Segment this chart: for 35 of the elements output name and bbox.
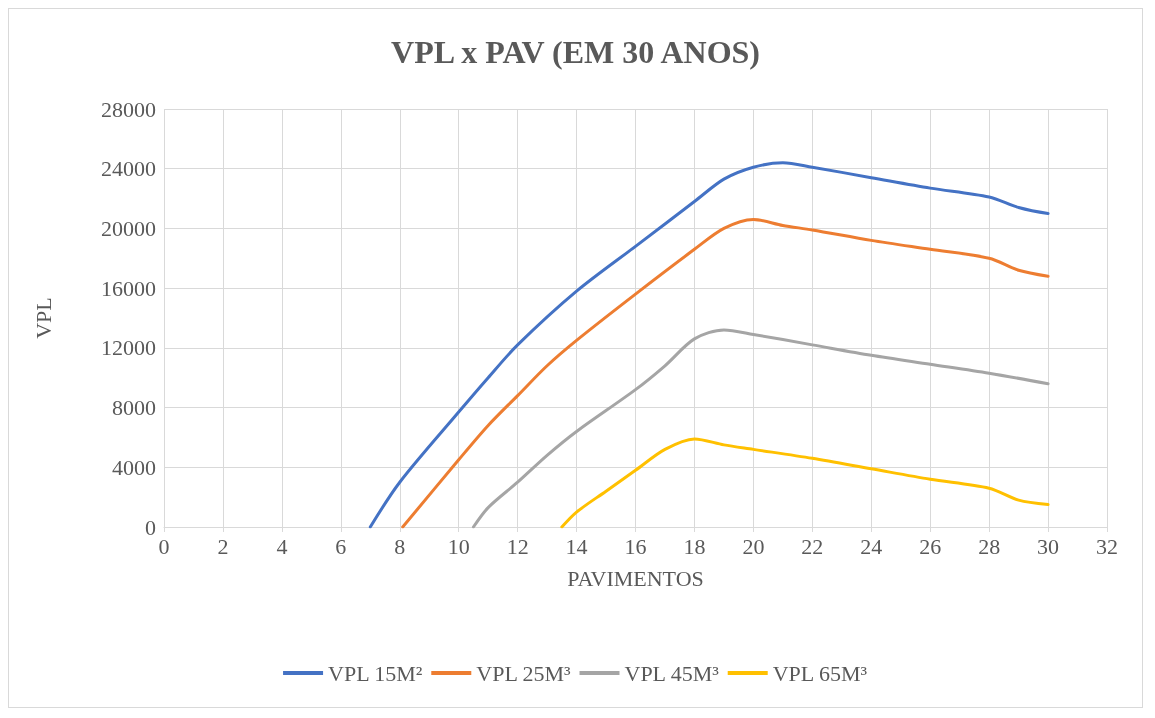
x-tick-label: 20 (742, 533, 765, 559)
chart-title: VPL x PAV (EM 30 ANOS) (391, 34, 760, 70)
legend-label: VPL 25M³ (476, 660, 572, 686)
x-tick-label: 14 (565, 533, 588, 559)
x-tick-label: 12 (506, 533, 529, 559)
line-series (368, 161, 1050, 529)
y-tick-label: 20000 (101, 215, 156, 241)
x-axis-title: PAVIMENTOS (567, 565, 704, 591)
x-tick-label: 24 (860, 533, 883, 559)
y-tick-label: 16000 (101, 275, 156, 301)
legend-label: VPL 15M² (328, 660, 423, 686)
y-axis-title: VPL (30, 297, 56, 339)
x-tick-label: 2 (217, 533, 229, 559)
y-tick-label: 12000 (101, 335, 156, 361)
x-tick-label: 22 (801, 533, 824, 559)
x-tick-label: 28 (978, 533, 1001, 559)
x-tick-label: 18 (683, 533, 706, 559)
x-tick-label: 16 (624, 533, 647, 559)
y-tick-label: 4000 (112, 454, 156, 480)
x-tick-label: 32 (1096, 533, 1118, 559)
x-tick-label: 8 (394, 533, 406, 559)
legend-label: VPL 65M³ (772, 660, 868, 686)
x-tick-label: 30 (1037, 533, 1060, 559)
y-tick-label: 0 (145, 514, 156, 540)
x-tick-label: 10 (447, 533, 470, 559)
x-tick-label: 26 (919, 533, 942, 559)
line-series (401, 217, 1050, 529)
line-series (471, 328, 1050, 529)
line-series (560, 437, 1050, 529)
y-tick-label: 28000 (101, 96, 156, 122)
x-tick-label: 6 (335, 533, 347, 559)
y-tick-label: 8000 (112, 395, 156, 421)
x-tick-label: 4 (276, 533, 288, 559)
y-tick-label: 24000 (101, 156, 156, 182)
legend-label: VPL 45M³ (624, 660, 720, 686)
